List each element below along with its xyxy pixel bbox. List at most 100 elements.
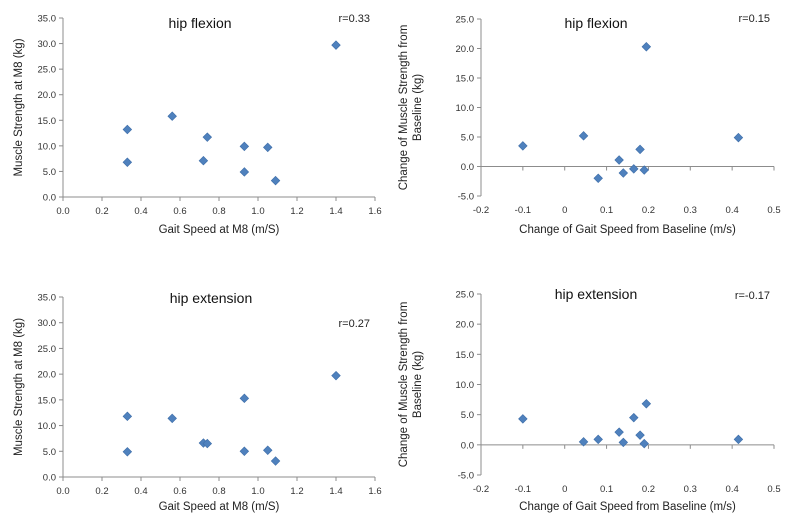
x-tick-label: -0.2 [473, 205, 489, 216]
data-point [331, 40, 341, 50]
data-point [122, 124, 133, 135]
data-point [578, 131, 589, 141]
data-point [167, 111, 177, 121]
y-tick-label: 5.0 [43, 167, 56, 178]
scatter-panel-3: 0.0 5.0 10.0 15.0 20.0 25.0 30.0 35.0 0.0 0.2 0.4 0… [13, 290, 382, 513]
x-tick-label: 0.1 [600, 205, 613, 216]
data-point [618, 168, 629, 178]
scatter-panel-4: -5.0 0.0 5.0 10.0 15.0 20.0 25.0 -0.2 -0.1 0 0.1 0.… [398, 286, 781, 513]
data-point [635, 144, 645, 155]
x-tick-label: 0.4 [726, 484, 739, 495]
y-tick-label: 25.0 [38, 65, 57, 76]
y-tick-label: 0.0 [461, 440, 474, 451]
data-point [614, 155, 624, 165]
x-tick-label: 0.8 [212, 206, 225, 217]
chart-title: hip flexion [564, 15, 627, 31]
y-tick-label: 5.0 [461, 410, 474, 421]
data-point [639, 438, 649, 449]
y-tick-label: 30.0 [38, 39, 57, 50]
y-tick-label: 20.0 [38, 370, 57, 381]
x-tick-label: 0.1 [600, 484, 613, 495]
data-point [239, 141, 250, 152]
x-tick-label: 0.3 [684, 484, 697, 495]
x-tick-label: 0.6 [173, 486, 186, 497]
data-point [122, 447, 133, 457]
scatter-panel-1: 0.0 5.0 10.0 15.0 20.0 25.0 30.0 35.0 0.0 0.2 0.4 0… [13, 13, 382, 236]
chart-title: hip extension [170, 290, 253, 306]
y-tick-label: 35.0 [38, 14, 57, 25]
x-tick-label: 0.5 [767, 484, 780, 495]
x-tick-label: 0.4 [134, 486, 147, 497]
data-point [639, 165, 649, 175]
y-tick-label: 15.0 [456, 74, 475, 85]
x-tick-label: 0 [562, 205, 567, 216]
y-tick-label: 30.0 [38, 318, 57, 329]
data-point [733, 434, 744, 445]
x-tick-label: 0.0 [56, 486, 69, 497]
x-tick-label: -0.2 [473, 484, 489, 495]
data-point [641, 399, 652, 409]
y-tick-label: 15.0 [38, 116, 57, 127]
y-tick-label: 10.0 [456, 380, 475, 391]
data-point [629, 164, 639, 174]
x-tick-label: 0.4 [726, 205, 739, 216]
x-axis-label: Change of Gait Speed from Baseline (m/s) [519, 501, 736, 513]
x-tick-label: 1.0 [251, 206, 264, 217]
data-point [239, 393, 250, 404]
data-point [239, 446, 250, 457]
y-tick-label: 0.0 [461, 162, 474, 173]
data-point [331, 370, 341, 381]
x-tick-label: -0.1 [515, 205, 531, 216]
y-tick-label: 25.0 [456, 290, 475, 301]
x-tick-label: 1.6 [368, 206, 381, 217]
data-point [263, 445, 273, 455]
data-point [614, 427, 624, 437]
data-point [122, 411, 133, 422]
x-axis-label: Change of Gait Speed from Baseline (m/s) [519, 224, 736, 236]
x-tick-label: 0.4 [134, 206, 147, 217]
y-tick-label: 10.0 [38, 141, 57, 152]
data-point [618, 437, 629, 448]
y-tick-label: 35.0 [38, 293, 57, 304]
data-point [635, 430, 645, 440]
data-point [122, 157, 133, 167]
y-tick-label: 20.0 [38, 90, 57, 101]
y-tick-label: 10.0 [456, 103, 475, 114]
x-tick-label: 0.3 [684, 205, 697, 216]
data-point [270, 175, 281, 186]
data-point [593, 173, 603, 184]
y-tick-label: 15.0 [38, 395, 57, 406]
y-tick-label: 5.0 [43, 447, 56, 458]
data-point [629, 412, 639, 423]
y-tick-label: 0.0 [43, 473, 56, 484]
x-tick-label: 0.2 [95, 486, 108, 497]
data-point [263, 142, 273, 153]
x-tick-label: 1.0 [251, 486, 264, 497]
y-tick-label: -5.0 [458, 192, 474, 203]
chart-title: hip extension [555, 286, 638, 302]
data-point [593, 434, 603, 445]
x-tick-label: -0.1 [515, 484, 531, 495]
y-tick-label: 25.0 [38, 344, 57, 355]
x-tick-label: 0 [562, 484, 567, 495]
y-axis-label: Change of Muscle Strength from Baseline (… [398, 25, 424, 191]
data-point [202, 438, 213, 449]
x-axis-label: Gait Speed at M8 (m/S) [159, 501, 280, 513]
x-tick-label: 0.6 [173, 206, 186, 217]
data-point [202, 132, 213, 142]
data-point [198, 155, 209, 166]
data-point [733, 132, 744, 143]
y-tick-label: -5.0 [458, 471, 474, 482]
data-point [641, 42, 652, 52]
data-point [270, 456, 281, 466]
y-tick-label: 20.0 [456, 44, 475, 55]
x-axis-label: Gait Speed at M8 (m/S) [159, 224, 280, 236]
data-point [239, 167, 250, 177]
y-axis-label: Muscle Strength at M8 (kg) [13, 38, 25, 176]
chart-title: hip flexion [168, 15, 231, 31]
y-axis-label: Muscle Strength at M8 (kg) [13, 318, 25, 456]
correlation-annotation: r=0.33 [339, 13, 371, 25]
y-axis-label: Change of Muscle Strength from Baseline (… [398, 302, 424, 468]
x-tick-label: 1.4 [329, 486, 342, 497]
